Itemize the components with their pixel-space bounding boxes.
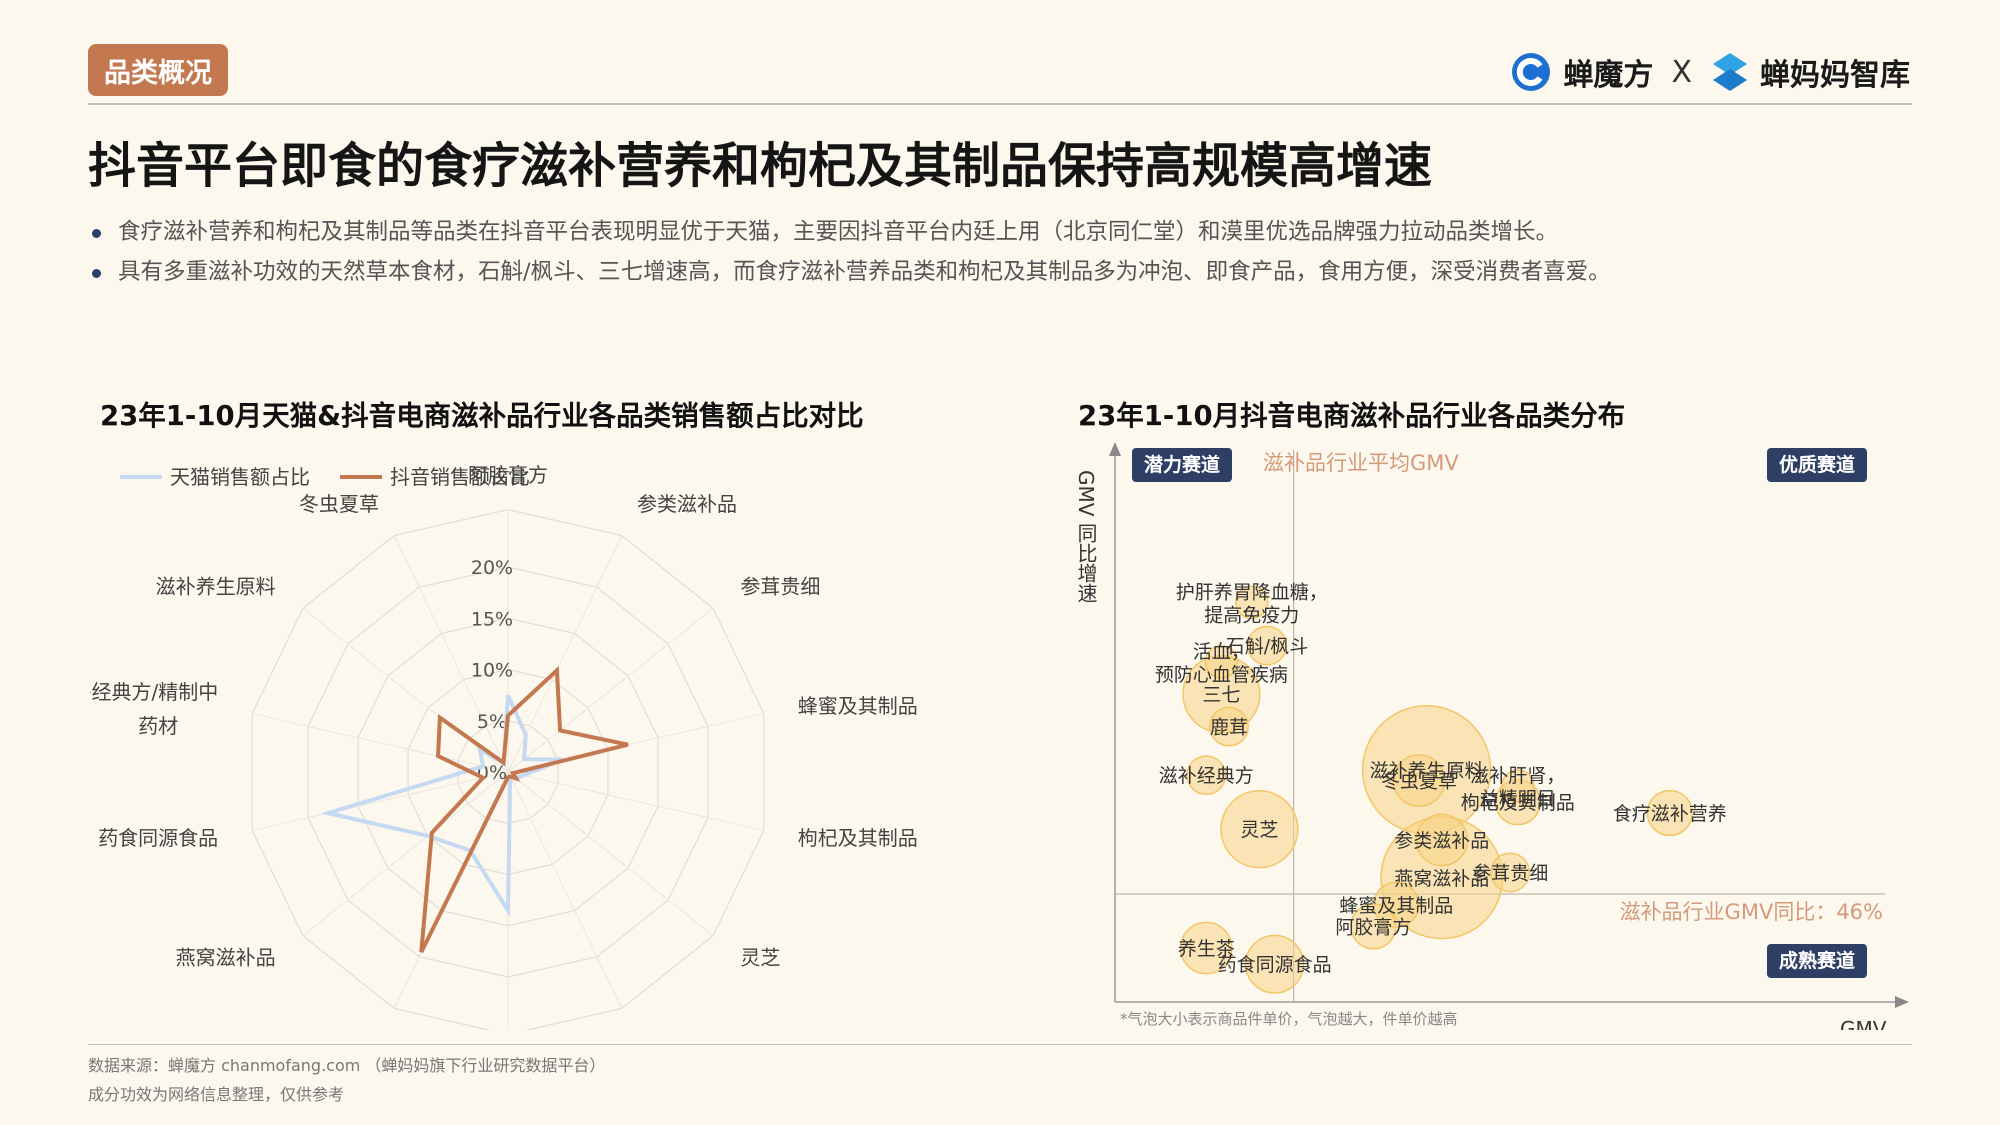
radar-spoke <box>252 771 509 831</box>
bubble-label: 食疗滋补营养 <box>1613 803 1727 825</box>
bubble-label: 滋补经典方 <box>1159 765 1254 787</box>
radar-spoke <box>302 771 509 936</box>
logo-area: 蝉魔方 X 蝉妈妈智库 <box>1509 48 1910 96</box>
bubble-label: 鹿茸 <box>1210 717 1248 739</box>
bubble-point <box>1247 625 1287 666</box>
category-label: 阿胶膏方 <box>468 463 548 487</box>
logo-left-text: 蝉魔方 <box>1563 58 1654 93</box>
category-label: 滋补养生原料 <box>156 575 276 599</box>
category-label: 灵芝 <box>740 945 780 969</box>
category-label: 蜂蜜及其制品 <box>798 694 918 718</box>
legend-label: 天猫销售额占比 <box>170 465 310 489</box>
category-label: 燕窝滋补品 <box>176 945 276 969</box>
avg-gmv-label: 滋补品行业平均GMV <box>1263 451 1459 475</box>
bullet-list: 食疗滋补营养和枸杞及其制品等品类在抖音平台表现明显优于天猫，主要因抖音平台内廷上… <box>88 214 1918 294</box>
category-label: 参类滋补品 <box>637 492 737 516</box>
footer-note: 成分功效为网络信息整理，仅供参考 <box>88 1085 345 1104</box>
bubble-point <box>1220 790 1299 869</box>
chanmofang-logo-icon <box>1512 53 1551 91</box>
bubble-label: 蜂蜜及其制品 <box>1339 895 1453 917</box>
bubble-label: 石斛/枫斗 <box>1226 636 1308 658</box>
quadrant-quality-badge: 优质赛道 <box>1767 448 1868 482</box>
bubble-label: 滋补养生原料 <box>1370 760 1484 782</box>
bubble-label: 燕窝滋补品 <box>1394 868 1489 890</box>
category-label: 食疗滋补营养 <box>259 1028 379 1030</box>
logo-separator: X <box>1671 54 1692 90</box>
bubble-point <box>1204 645 1239 679</box>
bullet-item: 具有多重滋补功效的天然草本食材，石斛/枫斗、三七增速高，而食疗滋补营养品类和枸杞… <box>88 254 1918 294</box>
bubble-point <box>1209 706 1249 747</box>
bubble-point <box>1350 903 1397 950</box>
radar-spoke <box>507 771 623 1009</box>
bubble-point <box>1392 754 1446 807</box>
bubble-point <box>1646 789 1693 837</box>
x-axis-arrow <box>1895 996 1909 1008</box>
footer-divider <box>88 1044 1912 1045</box>
douyin-series-line <box>419 666 629 953</box>
radar-spoke <box>507 771 714 936</box>
category-label: 冬虫夏草 <box>299 492 379 516</box>
bubble-label: 参茸贵细 <box>1472 862 1548 884</box>
radar-spoke <box>507 608 714 773</box>
logo-right-text: 蝉妈妈智库 <box>1760 58 1910 93</box>
bubble-label: 枸杞及其制品 <box>1461 792 1575 814</box>
radar-spoke <box>302 608 509 773</box>
bubble-label: 护肝养胃降血糖，提高免疫力 <box>1176 581 1328 626</box>
footer-source: 数据来源：蝉魔方 chanmofang.com （蝉妈妈旗下行业研究数据平台） <box>88 1056 606 1075</box>
quadrant-potential-badge: 潜力赛道 <box>1132 448 1233 482</box>
radar-spoke <box>507 535 623 773</box>
category-label: 参茸贵细 <box>740 575 820 599</box>
legend-label: 抖音销售额占比 <box>390 465 530 489</box>
category-label: 滋补经典方/精制中药材 <box>90 680 218 738</box>
bubble-size-note: *气泡大小表示商品件单价，气泡越大，件单价越高 <box>1120 1010 1458 1028</box>
radar-spoke <box>393 535 509 773</box>
bubble-label: 冬虫夏草 <box>1381 771 1457 793</box>
bubble-label: 灵芝 <box>1240 819 1278 841</box>
bubble-point <box>1490 852 1531 893</box>
chanmama-logo-icon <box>1713 53 1747 91</box>
section-tag: 品类概况 <box>88 44 228 96</box>
bubble-point <box>1235 585 1269 620</box>
page-title: 抖音平台即食的食疗滋补营养和枸杞及其制品保持高规模高增速 <box>88 138 1433 194</box>
radial-tick-label: 20% <box>471 557 513 579</box>
x-axis-label: GMV <box>1840 1017 1887 1030</box>
bubble-label: 阿胶膏方 <box>1335 915 1411 938</box>
bubble-chart-title: 23年1-10月抖音电商滋补品行业各品类分布 <box>1078 400 1626 432</box>
radial-tick-label: 5% <box>477 711 507 733</box>
radial-tick-label: 10% <box>471 660 513 682</box>
tmall-series-line <box>320 694 564 918</box>
radar-spoke <box>252 713 509 773</box>
bubble-point <box>1245 934 1305 994</box>
bubble-chart: GMV 同比增速 GMV *气泡大小表示商品件单价，气泡越大，件单价越高 滋补品行业平… <box>1074 442 1909 1030</box>
quadrant-mature-badge: 成熟赛道 <box>1767 944 1868 978</box>
category-label: 药食同源食品 <box>98 826 218 850</box>
bubble-layer <box>1179 585 1693 994</box>
bubble-label: 药食同源食品 <box>1218 954 1332 976</box>
bubble-label: 养生茶 <box>1178 938 1235 960</box>
bubble-point <box>1186 755 1227 796</box>
header-divider <box>88 103 1912 105</box>
radar-grid <box>251 508 765 1030</box>
bubble-point <box>1179 921 1233 975</box>
radar-chart: 天猫销售额占比 抖音销售额占比0%5%10%15%20%阿胶膏方参类滋补品参茸贵细… <box>90 463 918 1030</box>
bubble-label: 滋补肝肾，益精明目 <box>1470 765 1565 810</box>
radial-tick-label: 15% <box>471 608 513 630</box>
category-label: 鹿茸 <box>637 1028 677 1030</box>
bubble-point <box>1501 769 1535 803</box>
avg-growth-label: 滋补品行业GMV同比：46% <box>1620 900 1883 924</box>
y-axis-label: GMV 同比增速 <box>1074 470 1098 603</box>
bubble-label: 活血，预防心血管疾病 <box>1155 641 1288 686</box>
bubble-point <box>1415 813 1469 867</box>
radar-ring <box>251 508 765 1030</box>
y-axis-arrow <box>1109 442 1121 456</box>
bullet-item: 食疗滋补营养和枸杞及其制品等品类在抖音平台表现明显优于天猫，主要因抖音平台内廷上… <box>88 214 1918 254</box>
category-label: 枸杞及其制品 <box>798 826 918 850</box>
radar-spoke <box>507 771 764 831</box>
radar-legend: 天猫销售额占比 抖音销售额占比 <box>120 465 530 489</box>
bubble-label: 参类滋补品 <box>1394 830 1489 852</box>
radar-chart-title: 23年1-10月天猫&抖音电商滋补品行业各品类销售额占比对比 <box>100 400 864 432</box>
bubble-label: 三七 <box>1202 684 1240 706</box>
